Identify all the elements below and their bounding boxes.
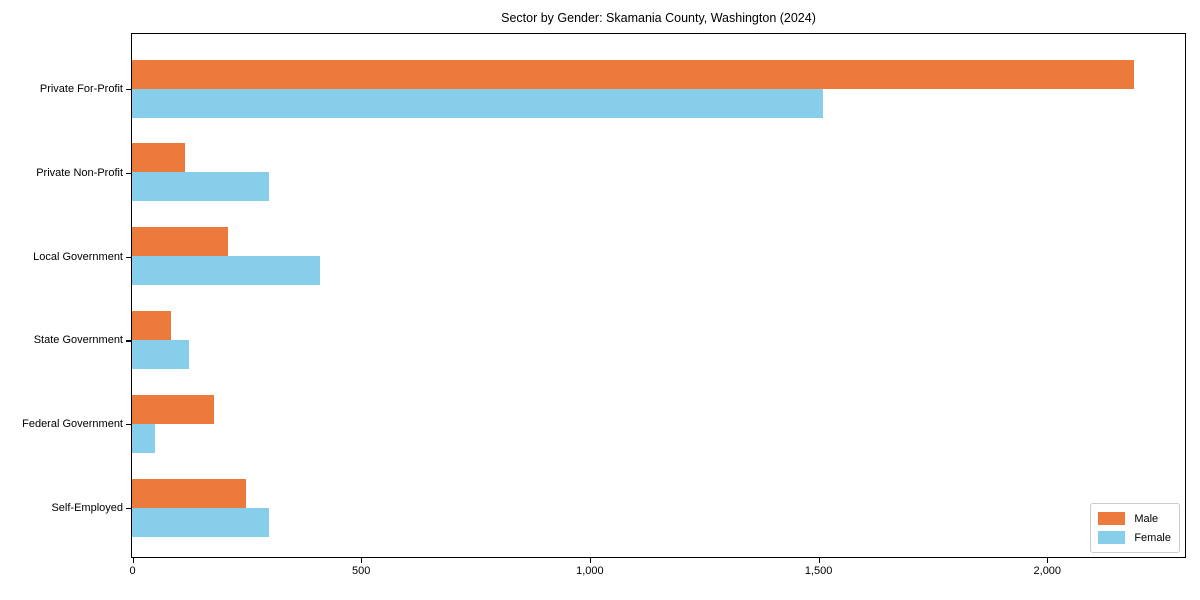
y-tick-label-federal-government: Federal Government (22, 418, 123, 431)
chart-title: Sector by Gender: Skamania County, Washi… (501, 11, 816, 25)
legend-label: Female (1134, 531, 1171, 544)
y-tick-mark (126, 89, 131, 91)
x-tick-mark (361, 558, 363, 563)
x-tick-label-1-500: 1,500 (804, 565, 833, 577)
x-tick-mark (589, 558, 592, 563)
x-tick-label-0: 0 (129, 565, 136, 577)
bar-male-private-for-profit (132, 59, 1134, 89)
bar-female-private-for-profit (132, 88, 823, 118)
bar-male-federal-government (132, 394, 215, 424)
legend-label: Male (1134, 512, 1159, 525)
y-tick-mark (126, 508, 131, 510)
bar-male-self-employed (132, 478, 247, 508)
legend-item-male: Male (1098, 509, 1171, 528)
x-tick-label-1-000: 1,000 (576, 565, 604, 577)
y-tick-mark (126, 256, 131, 258)
legend-swatch-female (1098, 531, 1126, 544)
x-tick-mark (1047, 558, 1049, 563)
legend-item-female: Female (1098, 528, 1171, 547)
bar-female-private-non-profit (132, 172, 270, 202)
y-tick-label-self-employed: Self-Employed (51, 502, 123, 514)
bar-male-local-government (132, 227, 229, 257)
y-tick-label-state-government: State Government (33, 334, 123, 347)
y-tick-mark (126, 340, 131, 342)
bar-male-private-non-profit (132, 143, 185, 173)
bar-female-local-government (132, 256, 320, 286)
y-tick-mark (126, 424, 131, 426)
x-tick-mark (132, 558, 134, 563)
plot-area: Male Female (131, 33, 1186, 558)
bar-female-state-government (132, 339, 190, 369)
y-tick-label-private-non-profit: Private Non-Profit (36, 166, 123, 179)
bar-female-federal-government (132, 423, 155, 453)
y-tick-label-local-government: Local Government (33, 250, 123, 263)
legend: Male Female (1090, 503, 1180, 553)
legend-swatch-male (1098, 512, 1126, 525)
y-tick-label-private-for-profit: Private For-Profit (39, 83, 123, 95)
bar-male-state-government (132, 310, 171, 340)
x-tick-label-500: 500 (352, 565, 371, 577)
x-tick-label-2-000: 2,000 (1033, 565, 1062, 577)
y-tick-mark (126, 172, 131, 174)
bar-female-self-employed (132, 507, 270, 537)
x-tick-mark (818, 558, 820, 563)
